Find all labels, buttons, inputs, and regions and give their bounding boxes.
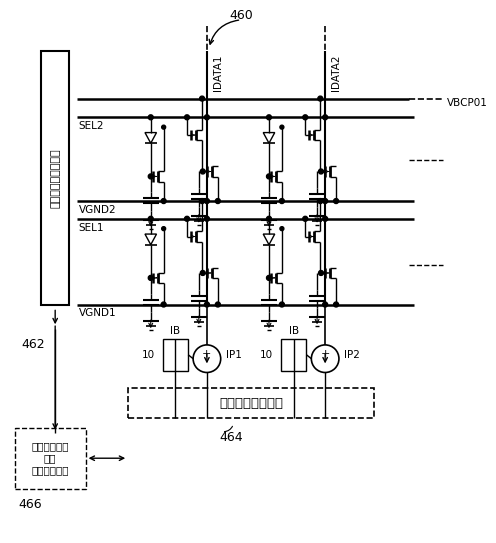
Circle shape — [148, 115, 153, 120]
Circle shape — [148, 216, 153, 221]
Circle shape — [266, 115, 271, 120]
Circle shape — [161, 199, 166, 204]
Circle shape — [185, 216, 189, 221]
Bar — [15, 428, 86, 489]
Bar — [128, 388, 374, 418]
Circle shape — [148, 174, 153, 179]
Circle shape — [266, 275, 271, 280]
Text: VBCP01: VBCP01 — [447, 98, 488, 108]
Circle shape — [334, 302, 339, 307]
Text: SEL2: SEL2 — [79, 121, 104, 131]
Circle shape — [279, 302, 284, 307]
Circle shape — [334, 199, 339, 204]
Text: +: + — [320, 349, 330, 359]
Text: IDATA1: IDATA1 — [213, 55, 223, 91]
Text: IB: IB — [289, 326, 299, 336]
Circle shape — [318, 96, 323, 101]
Circle shape — [323, 302, 328, 307]
Circle shape — [279, 199, 284, 204]
Circle shape — [323, 115, 328, 120]
Text: アドレス・ドライバ: アドレス・ドライバ — [50, 149, 60, 208]
Circle shape — [200, 169, 205, 174]
Circle shape — [204, 115, 209, 120]
Text: 460: 460 — [230, 9, 253, 22]
Text: 466: 466 — [19, 498, 42, 511]
Text: VGND1: VGND1 — [79, 308, 117, 318]
Bar — [41, 51, 69, 306]
Circle shape — [280, 226, 284, 231]
Circle shape — [318, 270, 323, 275]
Circle shape — [161, 302, 166, 307]
Text: ソース・ドライバ: ソース・ドライバ — [219, 396, 283, 409]
Text: IDATA2: IDATA2 — [331, 55, 341, 91]
Circle shape — [266, 174, 271, 179]
Text: IP2: IP2 — [344, 350, 360, 360]
Circle shape — [185, 115, 189, 120]
Circle shape — [204, 199, 209, 204]
Circle shape — [199, 199, 204, 204]
Circle shape — [303, 115, 308, 120]
Circle shape — [318, 169, 323, 174]
Circle shape — [204, 302, 209, 307]
Circle shape — [280, 125, 284, 129]
Bar — [281, 339, 307, 370]
Text: SEL1: SEL1 — [79, 223, 104, 232]
Circle shape — [215, 199, 220, 204]
Circle shape — [318, 199, 323, 204]
Circle shape — [266, 216, 271, 221]
Circle shape — [323, 199, 328, 204]
Circle shape — [148, 275, 153, 280]
Circle shape — [200, 270, 205, 275]
Text: IP1: IP1 — [226, 350, 242, 360]
Bar — [163, 339, 188, 370]
Circle shape — [199, 96, 204, 101]
Circle shape — [162, 226, 166, 231]
Text: 462: 462 — [22, 338, 45, 351]
Circle shape — [215, 302, 220, 307]
Text: コントローラ
及び
スケジューラ: コントローラ 及び スケジューラ — [32, 441, 69, 475]
Text: 464: 464 — [220, 431, 244, 444]
Text: 10: 10 — [141, 350, 155, 360]
Circle shape — [303, 216, 308, 221]
Text: IB: IB — [170, 326, 181, 336]
Text: 10: 10 — [260, 350, 273, 360]
Circle shape — [204, 216, 209, 221]
Text: +: + — [202, 349, 212, 359]
Text: VGND2: VGND2 — [79, 205, 117, 215]
Circle shape — [323, 216, 328, 221]
Circle shape — [162, 125, 166, 129]
